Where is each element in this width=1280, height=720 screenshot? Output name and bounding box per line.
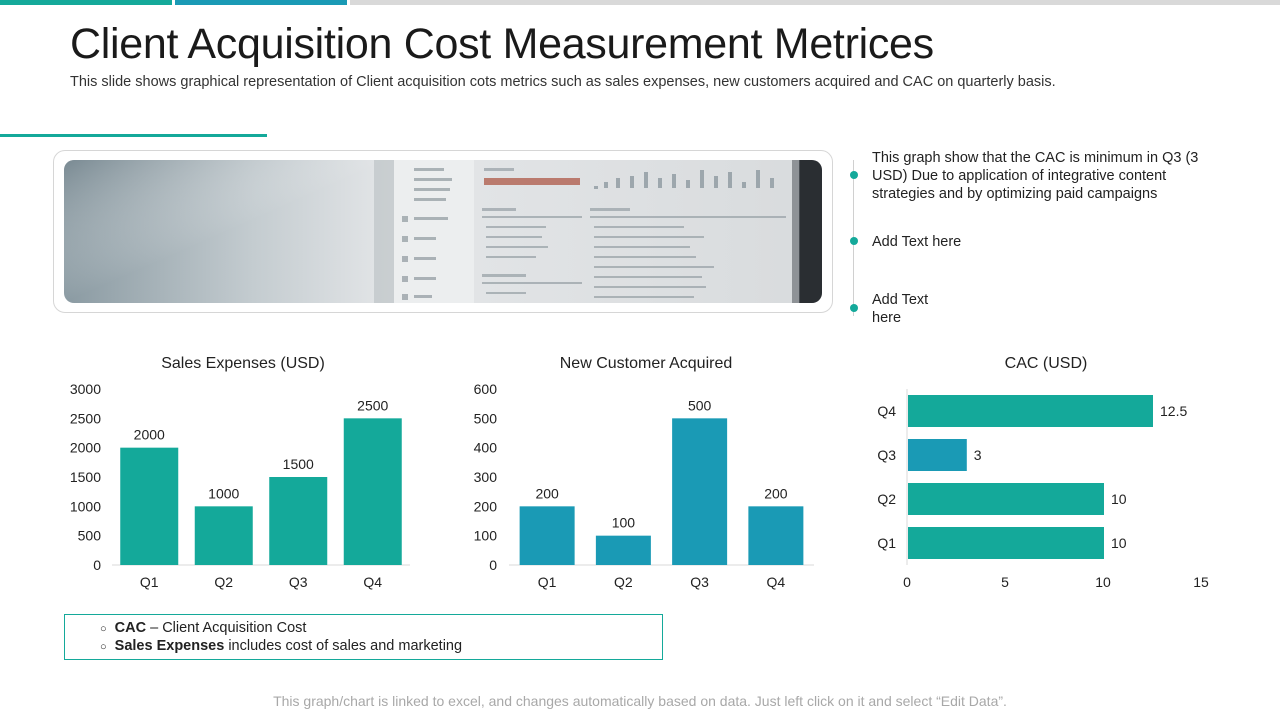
bar-q2 [595,535,651,565]
bullet-icon: ○ [100,623,107,635]
cac-category-label-q2: Q2 [877,491,896,507]
y-tick-label: 1000 [70,498,101,514]
data-label-q4: 2500 [357,397,388,413]
legend-cac: ○ CAC – Client Acquisition Cost [100,620,306,636]
y-tick-label: 0 [489,557,497,573]
dashboard-photo [64,160,822,303]
legend-box [64,614,663,660]
top-bar-blue [175,0,347,5]
legend-term-cac: CAC [114,620,147,636]
cac-category-label-q1: Q1 [877,535,896,551]
chart-title-customers: New Customer Acquired [559,355,733,372]
x-tick-label-q2: Q2 [214,574,233,590]
x-tick-label: 0 [903,574,911,590]
cac-category-label-q4: Q4 [877,403,896,419]
y-tick-label: 200 [474,498,498,514]
chart-title-sales: Sales Expenses (USD) [161,355,325,372]
top-bar-teal [0,0,172,5]
cac-bar-q1 [908,527,1104,559]
data-label-q3: 1500 [283,456,314,472]
x-tick-label-q3: Q3 [289,574,308,590]
y-tick-label: 2000 [70,440,101,456]
footer-note: This graph/chart is linked to excel, and… [273,693,1007,709]
x-tick-label-q4: Q4 [767,574,786,590]
bar-q1 [519,506,575,565]
bar-q4 [343,418,402,565]
data-label-q2: 100 [612,515,636,531]
cac-bar-q2 [908,483,1104,515]
y-tick-label: 0 [93,557,101,573]
y-tick-label: 600 [474,381,498,397]
y-tick-label: 400 [474,440,498,456]
timeline-dot-1 [850,171,858,179]
x-tick-label: 5 [1001,574,1009,590]
data-label-q1: 200 [535,485,559,501]
y-tick-label: 1500 [70,469,101,485]
data-label-q2: 1000 [208,485,239,501]
data-label-q1: 2000 [134,427,165,443]
cac-data-label-q4: 12.5 [1160,403,1187,419]
x-tick-label-q2: Q2 [614,574,633,590]
data-label-q3: 500 [688,397,712,413]
bullet-icon: ○ [100,641,107,653]
cac-data-label-q1: 10 [1111,535,1127,551]
data-label-q4: 200 [764,485,788,501]
legend-sales-expenses: ○ Sales Expenses includes cost of sales a… [100,638,462,654]
x-tick-label: 10 [1095,574,1111,590]
x-tick-label-q1: Q1 [140,574,159,590]
cac-data-label-q3: 3 [974,447,982,463]
cac-bar-q3 [908,439,967,471]
cac-data-label-q2: 10 [1111,491,1127,507]
cac-bar-q4 [908,395,1153,427]
accent-line [0,134,267,137]
legend-text-cac: – Client Acquisition Cost [146,620,307,636]
x-tick-label: 15 [1193,574,1209,590]
slide-subtitle: This slide shows graphical representatio… [70,74,1056,90]
bar-q3 [672,418,728,565]
cac-category-label-q3: Q3 [877,447,896,463]
bar-q2 [194,506,253,565]
y-tick-label: 100 [474,528,498,544]
timeline-dot-2 [850,237,858,245]
y-tick-label: 500 [78,528,102,544]
y-tick-label: 3000 [70,381,101,397]
bar-q1 [120,447,179,565]
slide-title: Client Acquisition Cost Measurement Metr… [70,20,934,68]
x-tick-label-q4: Q4 [363,574,382,590]
legend-term-sales: Sales Expenses [114,638,225,654]
y-tick-label: 2500 [70,410,101,426]
y-tick-label: 500 [474,410,498,426]
bar-q3 [269,477,328,565]
legend-text-sales: includes cost of sales and marketing [224,638,463,654]
note-placeholder-2: Add Text here [872,292,929,326]
note-cac-minimum: This graph show that the CAC is minimum … [872,150,1199,202]
bar-q4 [748,506,804,565]
timeline-dot-3 [850,304,858,312]
x-tick-label-q1: Q1 [538,574,557,590]
note-placeholder-1: Add Text here [872,234,962,250]
top-bar-grey [350,0,1280,5]
y-tick-label: 300 [474,469,498,485]
x-tick-label-q3: Q3 [690,574,709,590]
chart-title-cac: CAC (USD) [1004,355,1088,372]
